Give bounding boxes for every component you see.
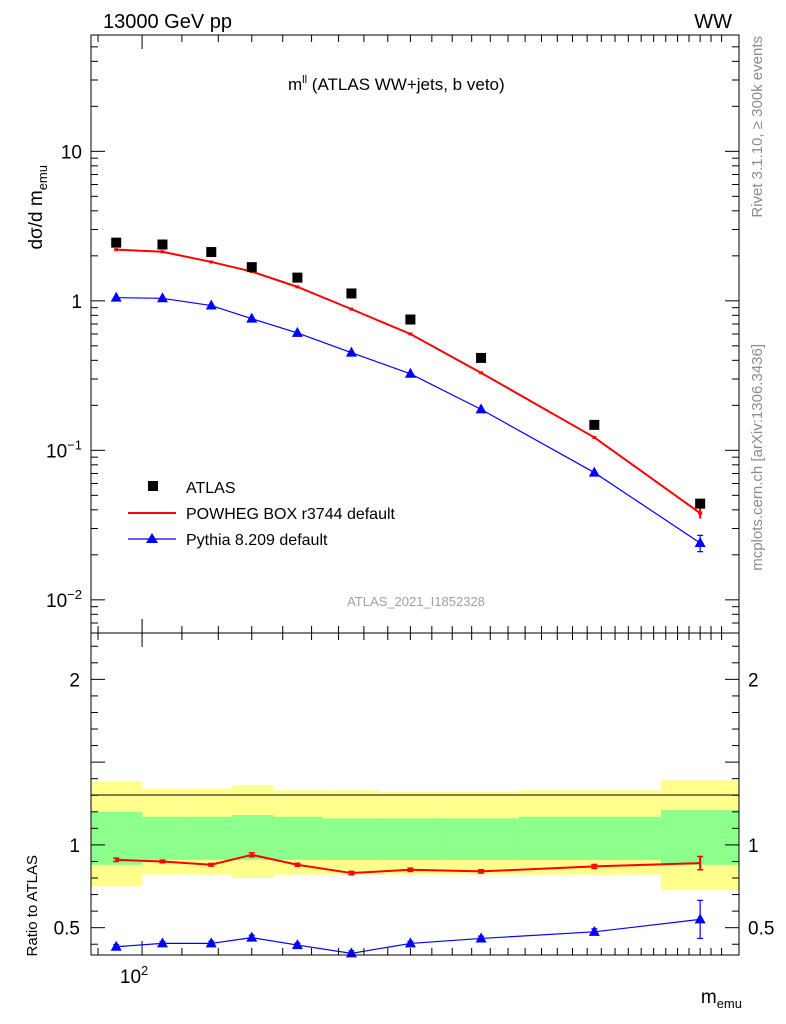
rivet-version-label: Rivet 3.1.10, ≥ 300k events xyxy=(749,36,766,218)
ratio-pythia-point xyxy=(246,931,258,942)
powheg-point xyxy=(209,260,214,264)
ratio-green-band xyxy=(91,811,143,865)
atlas-data-point xyxy=(292,272,303,283)
analysis-id-label: ATLAS_2021_I1852328 xyxy=(347,594,485,609)
ratio-green-band xyxy=(442,818,519,860)
ratio-green-band xyxy=(322,818,379,860)
ratio-pythia-point xyxy=(475,932,487,943)
pythia-curve xyxy=(116,297,701,544)
ratio-pythia-point xyxy=(588,925,600,936)
powheg-point xyxy=(114,248,119,252)
atlas-data-point xyxy=(695,498,706,509)
x-axis-label: memu xyxy=(701,987,742,1011)
pythia-point xyxy=(345,346,357,357)
main-y-tick-label: 10−2 xyxy=(46,587,82,612)
atlas-data-point xyxy=(206,247,217,258)
ratio-pythia-point xyxy=(404,937,416,948)
powheg-point xyxy=(160,250,165,254)
powheg-point xyxy=(349,307,354,311)
legend: ATLAS POWHEG BOX r3744 default Pythia 8.… xyxy=(128,480,396,549)
main-y-tick-labels: 10−2 10−1 1 10 xyxy=(46,142,82,612)
atlas-data-point xyxy=(111,237,122,248)
pythia-point xyxy=(291,326,303,337)
main-title: mll (ATLAS WW+jets, b veto) xyxy=(288,74,505,94)
x-tick-labels: 102 xyxy=(120,963,148,988)
ratio-y-tick-label-right: 0.5 xyxy=(748,919,774,940)
ratio-y-tick-label-right: 2 xyxy=(748,670,759,691)
x-tick-label: 102 xyxy=(120,963,148,988)
powheg-point xyxy=(408,332,413,336)
pythia-point xyxy=(475,403,487,414)
pythia-point xyxy=(110,291,122,302)
pythia-point xyxy=(404,367,416,378)
legend-atlas-marker xyxy=(148,481,158,491)
atlas-data-point xyxy=(246,262,257,273)
main-series-group xyxy=(110,237,706,553)
ratio-pythia-point xyxy=(156,937,168,948)
ratio-green-band xyxy=(378,818,443,860)
ratio-green-band xyxy=(273,816,323,860)
atlas-data-point xyxy=(405,314,416,325)
mcplots-label: mcplots.cern.ch [arXiv:1306.3436] xyxy=(749,344,766,571)
ratio-powheg-curve xyxy=(116,853,701,875)
ratio-pythia-point xyxy=(291,939,303,950)
ratio-y-tick-label-left: 2 xyxy=(69,670,80,691)
ratio-pythia-point xyxy=(110,940,122,951)
powheg-point xyxy=(698,511,703,515)
ratio-y-tick-labels: 0.5 0.5 1 1 2 2 xyxy=(54,670,775,939)
legend-pythia-label: Pythia 8.209 default xyxy=(186,532,328,549)
legend-atlas-label: ATLAS xyxy=(186,480,236,497)
header-energy-label: 13000 GeV pp xyxy=(103,11,232,33)
atlas-data-point xyxy=(157,239,168,250)
atlas-data-point xyxy=(589,419,600,430)
main-y-axis-label: dσ/d memu xyxy=(26,165,50,250)
ratio-pythia-curve xyxy=(116,918,701,954)
ratio-pythia-point xyxy=(694,913,706,924)
ratio-y-tick-label-left: 0.5 xyxy=(54,919,80,940)
ratio-green-band xyxy=(142,816,186,860)
ratio-green-band xyxy=(518,816,661,860)
powheg-point xyxy=(295,285,300,289)
ratio-uncertainty-bands xyxy=(91,780,739,890)
atlas-data-point xyxy=(346,288,357,299)
powheg-point xyxy=(592,435,597,439)
ratio-green-band xyxy=(660,810,739,865)
header-process-label: WW xyxy=(694,11,732,33)
pythia-point xyxy=(246,312,258,323)
ratio-pythia-point xyxy=(205,937,217,948)
main-y-tick-label: 1 xyxy=(71,292,82,313)
pythia-point xyxy=(156,292,168,303)
main-axis-ticks xyxy=(91,34,739,634)
pythia-point xyxy=(588,466,600,477)
legend-powheg-label: POWHEG BOX r3744 default xyxy=(186,506,396,523)
ratio-panel-frame xyxy=(90,632,740,956)
ratio-y-tick-label-left: 1 xyxy=(69,836,80,857)
powheg-curve xyxy=(116,248,701,514)
main-y-tick-label: 10 xyxy=(61,142,82,163)
ratio-green-band xyxy=(185,816,232,860)
ratio-y-tick-label-right: 1 xyxy=(748,836,759,857)
main-y-tick-label: 10−1 xyxy=(46,437,82,462)
atlas-data-point xyxy=(476,352,487,363)
pythia-point xyxy=(205,299,217,310)
pythia-point xyxy=(694,536,706,547)
ratio-axis-ticks xyxy=(91,633,739,955)
ratio-y-axis-label: Ratio to ATLAS xyxy=(24,855,41,956)
ratio-series-group xyxy=(110,852,706,958)
legend-pythia-marker xyxy=(146,533,158,543)
powheg-point xyxy=(479,371,484,375)
